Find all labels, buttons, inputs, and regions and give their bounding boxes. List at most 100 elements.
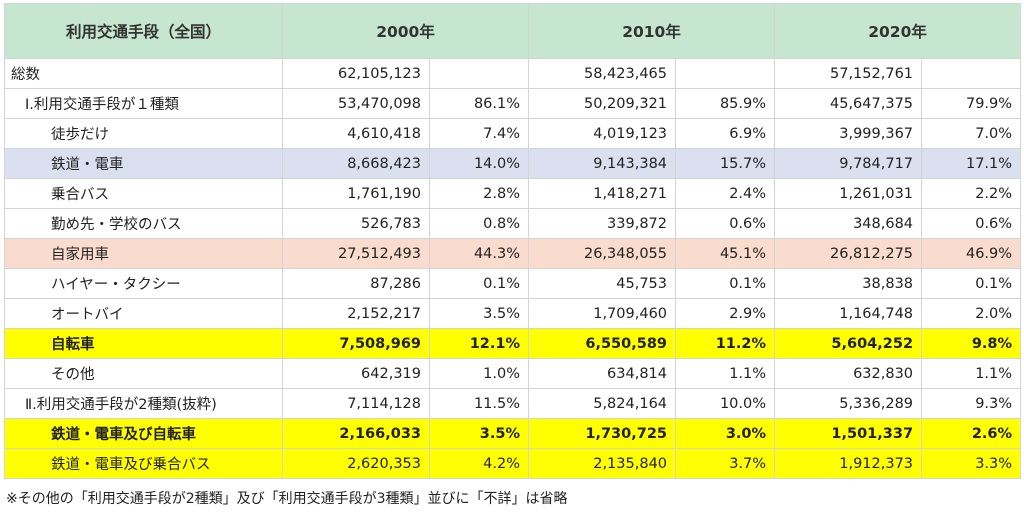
percent-2020: 1.1% (921, 358, 1022, 389)
table-row: オートバイ 2,152,217 3.5% 1,709,460 2.9% 1,16… (4, 298, 1022, 329)
percent-2010: 0.6% (675, 208, 776, 239)
value-2000: 2,620,353 (282, 448, 430, 479)
value-2020: 5,336,289 (774, 388, 923, 419)
percent-2020: 9.8% (921, 328, 1022, 359)
value-2010: 634,814 (528, 358, 677, 389)
value-2020: 57,152,761 (774, 58, 923, 89)
value-2020: 632,830 (774, 358, 923, 389)
row-label: 鉄道・電車及び自転車 (4, 418, 283, 449)
value-2010: 2,135,840 (528, 448, 677, 479)
percent-2000: 3.5% (428, 298, 530, 329)
percent-2020: 17.1% (921, 148, 1022, 179)
table-row: 徒歩だけ 4,610,418 7.4% 4,019,123 6.9% 3,999… (4, 118, 1022, 149)
value-2020: 1,164,748 (774, 298, 923, 329)
percent-2020: 79.9% (921, 88, 1022, 119)
percent-2000: 86.1% (428, 88, 530, 119)
value-2000: 642,319 (282, 358, 430, 389)
percent-2020: 3.3% (921, 448, 1022, 479)
percent-2000: 0.8% (428, 208, 530, 239)
table-row: 鉄道・電車 8,668,423 14.0% 9,143,384 15.7% 9,… (4, 148, 1022, 179)
percent-2010: 0.1% (675, 268, 776, 299)
table-row: Ⅱ.利用交通手段が2種類(抜粋) 7,114,128 11.5% 5,824,1… (4, 388, 1022, 419)
row-label: 自転車 (4, 328, 283, 359)
percent-2020: 2.6% (921, 418, 1022, 449)
percent-2000: 7.4% (428, 118, 530, 149)
value-2010: 1,418,271 (528, 178, 677, 209)
percent-2010: 85.9% (675, 88, 776, 119)
percent-2010: 1.1% (675, 358, 776, 389)
value-2000: 8,668,423 (282, 148, 430, 179)
value-2000: 7,508,969 (282, 328, 430, 359)
percent-2010: 3.0% (675, 418, 776, 449)
row-label: 徒歩だけ (4, 118, 283, 149)
percent-2010: 11.2% (675, 328, 776, 359)
percent-2000: 12.1% (428, 328, 530, 359)
value-2010: 6,550,589 (528, 328, 677, 359)
value-2020: 26,812,275 (774, 238, 923, 269)
value-2010: 1,709,460 (528, 298, 677, 329)
value-2010: 50,209,321 (528, 88, 677, 119)
table-row: 鉄道・電車及び自転車 2,166,033 3.5% 1,730,725 3.0%… (4, 418, 1022, 449)
percent-2020: 7.0% (921, 118, 1022, 149)
table-row: 自家用車 27,512,493 44.3% 26,348,055 45.1% 2… (4, 238, 1022, 269)
percent-2010: 10.0% (675, 388, 776, 419)
value-2020: 38,838 (774, 268, 923, 299)
percent-2020: 46.9% (921, 238, 1022, 269)
percent-2000: 3.5% (428, 418, 530, 449)
percent-2000: 2.8% (428, 178, 530, 209)
value-2000: 87,286 (282, 268, 430, 299)
value-2000: 7,114,128 (282, 388, 430, 419)
header-2020: 2020年 (774, 3, 1022, 59)
percent-2020: 0.1% (921, 268, 1022, 299)
value-2010: 9,143,384 (528, 148, 677, 179)
value-2010: 58,423,465 (528, 58, 677, 89)
header-label: 利用交通手段（全国） (4, 3, 283, 59)
row-label: 総数 (4, 58, 283, 89)
table-row: Ⅰ.利用交通手段が１種類 53,470,098 86.1% 50,209,321… (4, 88, 1022, 119)
value-2010: 26,348,055 (528, 238, 677, 269)
value-2000: 1,761,190 (282, 178, 430, 209)
value-2010: 4,019,123 (528, 118, 677, 149)
percent-2010: 2.4% (675, 178, 776, 209)
table-row: 乗合バス 1,761,190 2.8% 1,418,271 2.4% 1,261… (4, 178, 1022, 209)
row-label: Ⅱ.利用交通手段が2種類(抜粋) (4, 388, 283, 419)
transport-table: 利用交通手段（全国） 2000年 2010年 2020年 総数 62,105,1… (4, 3, 1022, 479)
value-2010: 1,730,725 (528, 418, 677, 449)
percent-2020: 2.2% (921, 178, 1022, 209)
percent-2010 (675, 58, 776, 89)
value-2000: 62,105,123 (282, 58, 430, 89)
value-2000: 27,512,493 (282, 238, 430, 269)
value-2020: 1,912,373 (774, 448, 923, 479)
row-label: 鉄道・電車 (4, 148, 283, 179)
row-label: オートバイ (4, 298, 283, 329)
value-2000: 526,783 (282, 208, 430, 239)
percent-2010: 3.7% (675, 448, 776, 479)
percent-2010: 15.7% (675, 148, 776, 179)
percent-2000: 1.0% (428, 358, 530, 389)
value-2020: 1,501,337 (774, 418, 923, 449)
row-label: 鉄道・電車及び乗合バス (4, 448, 283, 479)
value-2000: 4,610,418 (282, 118, 430, 149)
percent-2010: 45.1% (675, 238, 776, 269)
percent-2020: 2.0% (921, 298, 1022, 329)
percent-2020 (921, 58, 1022, 89)
percent-2000: 44.3% (428, 238, 530, 269)
value-2000: 2,166,033 (282, 418, 430, 449)
table-row: 勤め先・学校のバス 526,783 0.8% 339,872 0.6% 348,… (4, 208, 1022, 239)
percent-2000: 0.1% (428, 268, 530, 299)
value-2020: 348,684 (774, 208, 923, 239)
value-2010: 45,753 (528, 268, 677, 299)
percent-2010: 2.9% (675, 298, 776, 329)
header-2000: 2000年 (281, 3, 530, 59)
percent-2020: 9.3% (921, 388, 1022, 419)
value-2010: 339,872 (528, 208, 677, 239)
value-2020: 9,784,717 (774, 148, 923, 179)
value-2020: 3,999,367 (774, 118, 923, 149)
percent-2000: 11.5% (428, 388, 530, 419)
value-2000: 2,152,217 (282, 298, 430, 329)
value-2020: 1,261,031 (774, 178, 923, 209)
percent-2020: 0.6% (921, 208, 1022, 239)
row-label: 乗合バス (4, 178, 283, 209)
table-row: その他 642,319 1.0% 634,814 1.1% 632,830 1.… (4, 358, 1022, 389)
